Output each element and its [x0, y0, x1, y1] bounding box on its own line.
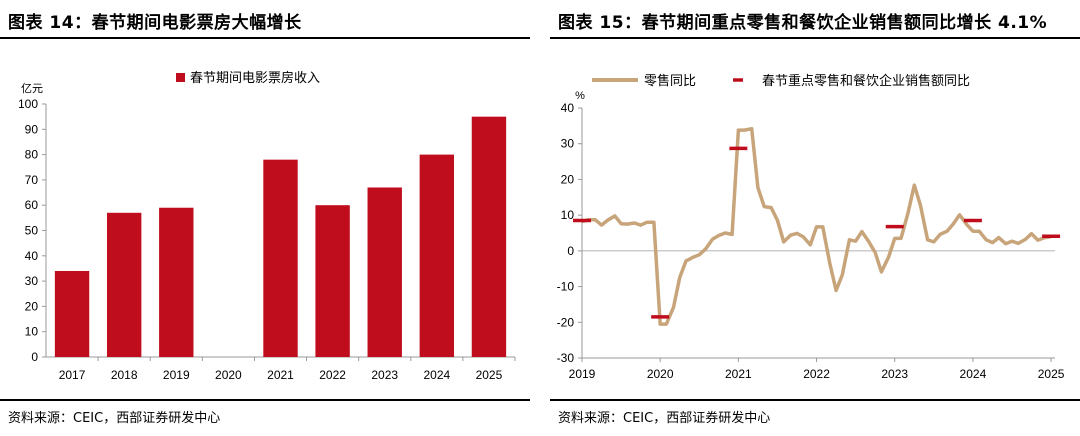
x-tick-label: 2021	[267, 368, 294, 382]
y-tick-label: 30	[25, 274, 39, 288]
x-tick-label: 2024	[423, 368, 450, 382]
left-figure-panel: 图表 14：春节期间电影票房大幅增长 0 10 20 30 40 50 60 70 80 90 10…	[0, 0, 530, 436]
bar-2019	[159, 207, 194, 357]
x-tick-label: 2022	[319, 368, 346, 382]
y-tick-label: -20	[557, 315, 575, 329]
y-tick-label: 0	[31, 350, 38, 364]
bar-2023	[367, 187, 402, 357]
x-tick-label: 2023	[881, 367, 908, 381]
box-office-bar-chart: 0 10 20 30 40 50 60 70 80 90 100 亿元 2017 2018 2019 2020…	[18, 70, 516, 382]
x-tick-label: 2019	[569, 367, 596, 381]
legend-marker-label: 春节重点零售和餐饮企业销售额同比	[762, 73, 970, 88]
x-tick-label: 2022	[803, 367, 830, 381]
bar-2017	[54, 270, 90, 357]
x-tick-label: 2020	[215, 368, 242, 382]
y-tick-label: 80	[25, 148, 39, 162]
y-tick-label: 40	[561, 101, 575, 115]
bar-2022	[315, 205, 350, 357]
y-tick-label: 0	[567, 244, 574, 258]
y-tick-label: 20	[25, 299, 39, 313]
left-figure-title: 图表 14：春节期间电影票房大幅增长	[8, 13, 302, 33]
right-figure-title: 图表 15：春节期间重点零售和餐饮企业销售额同比增长 4.1%	[558, 13, 1048, 33]
right-bottom-rule	[550, 399, 1080, 401]
x-tick-label: 2025	[1038, 367, 1065, 381]
bar-2021	[263, 159, 298, 357]
x-tick-label: 2021	[725, 367, 752, 381]
y-tick-label: -30	[557, 351, 575, 365]
bar-2025	[471, 116, 507, 358]
x-tick-label: 2020	[647, 367, 674, 381]
x-tick-label: 2024	[960, 367, 987, 381]
y-tick-label: -10	[557, 280, 575, 294]
y-unit-label: %	[575, 90, 585, 102]
legend-swatch	[176, 73, 185, 82]
y-tick-label: 40	[25, 249, 39, 263]
y-tick-label: 10	[561, 208, 575, 222]
left-bottom-rule	[0, 399, 530, 401]
x-tick-label: 2019	[163, 368, 190, 382]
right-top-rule	[550, 37, 1080, 39]
bar-2018	[106, 212, 142, 357]
legend-line-label: 零售同比	[644, 73, 696, 88]
y-tick-label: 50	[25, 224, 39, 238]
x-tick-label: 2017	[59, 368, 86, 382]
x-tick-label: 2023	[371, 368, 398, 382]
y-tick-label: 100	[18, 97, 38, 111]
y-tick-label: 10	[25, 325, 39, 339]
retail-yoy-line	[581, 126, 1052, 326]
retail-yoy-line-chart: -30 -20 -10 0 10 20 30 40% 2019 2020 2021 2022 2023 2…	[557, 73, 1065, 381]
y-tick-label: 30	[561, 137, 575, 151]
legend-label: 春节期间电影票房收入	[190, 70, 320, 85]
right-figure-panel: 图表 15：春节期间重点零售和餐饮企业销售额同比增长 4.1% -30 -20 -1…	[550, 0, 1080, 436]
y-tick-label: 90	[25, 122, 39, 136]
x-tick-label: 2018	[111, 368, 138, 382]
y-tick-label: 20	[561, 172, 575, 186]
y-tick-label: 60	[25, 198, 39, 212]
y-unit-label: 亿元	[21, 82, 43, 95]
right-source-note: 资料来源：CEIC，西部证券研发中心	[558, 411, 771, 426]
left-top-rule	[0, 37, 530, 39]
x-tick-label: 2025	[476, 368, 503, 382]
bar-2024	[419, 154, 455, 357]
left-source-note: 资料来源：CEIC，西部证券研发中心	[8, 411, 221, 426]
y-tick-label: 70	[25, 173, 39, 187]
